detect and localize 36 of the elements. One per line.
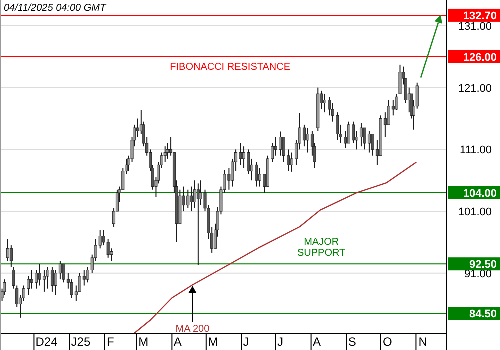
candlestick (190, 186, 194, 212)
x-tick-label: M (138, 335, 149, 349)
x-tick-label: O (383, 335, 392, 349)
candlestick (360, 122, 363, 148)
ref-line-label: 92.50 (469, 259, 497, 272)
candlestick (6, 238, 10, 262)
x-tick-label: A (312, 335, 322, 349)
ref-line-label: 126.00 (463, 52, 497, 64)
x-tick-label: J25 (71, 335, 91, 349)
annotation: MAJOR SUPPORT (297, 237, 346, 260)
candlestick (166, 142, 170, 160)
y-tick-label: 131.00 (458, 20, 492, 33)
candlestick (42, 270, 46, 292)
candlestick (242, 146, 246, 169)
candlestick (368, 130, 371, 154)
candlestick (398, 64, 402, 95)
x-tick-label: J (243, 335, 250, 349)
x-tick-label: J (278, 335, 284, 349)
text: MA 200 (176, 324, 210, 335)
y-tick-label: 111.00 (460, 144, 492, 157)
annotation: FIBONACCI RESISTANCE (170, 62, 291, 73)
x-tick-label: F (106, 335, 114, 349)
x-tick-label: S (348, 335, 356, 349)
x-tick-label: A (174, 335, 182, 349)
annotation: 04/11/2025 04:00 GMT (4, 3, 107, 14)
ref-line-label: 84.50 (469, 308, 497, 321)
x-tick-label: N (418, 335, 428, 349)
y-tick-label: 121.00 (458, 82, 492, 95)
candlestick (136, 118, 140, 138)
x-tick-label: D24 (36, 335, 58, 349)
y-tick-label: 101.00 (458, 206, 492, 219)
ref-line-label: 132.70 (463, 10, 497, 22)
line-series (134, 162, 417, 334)
candlestick (50, 266, 54, 292)
x-tick-label: M (208, 335, 218, 349)
ref-line-label: 104.00 (463, 188, 497, 200)
